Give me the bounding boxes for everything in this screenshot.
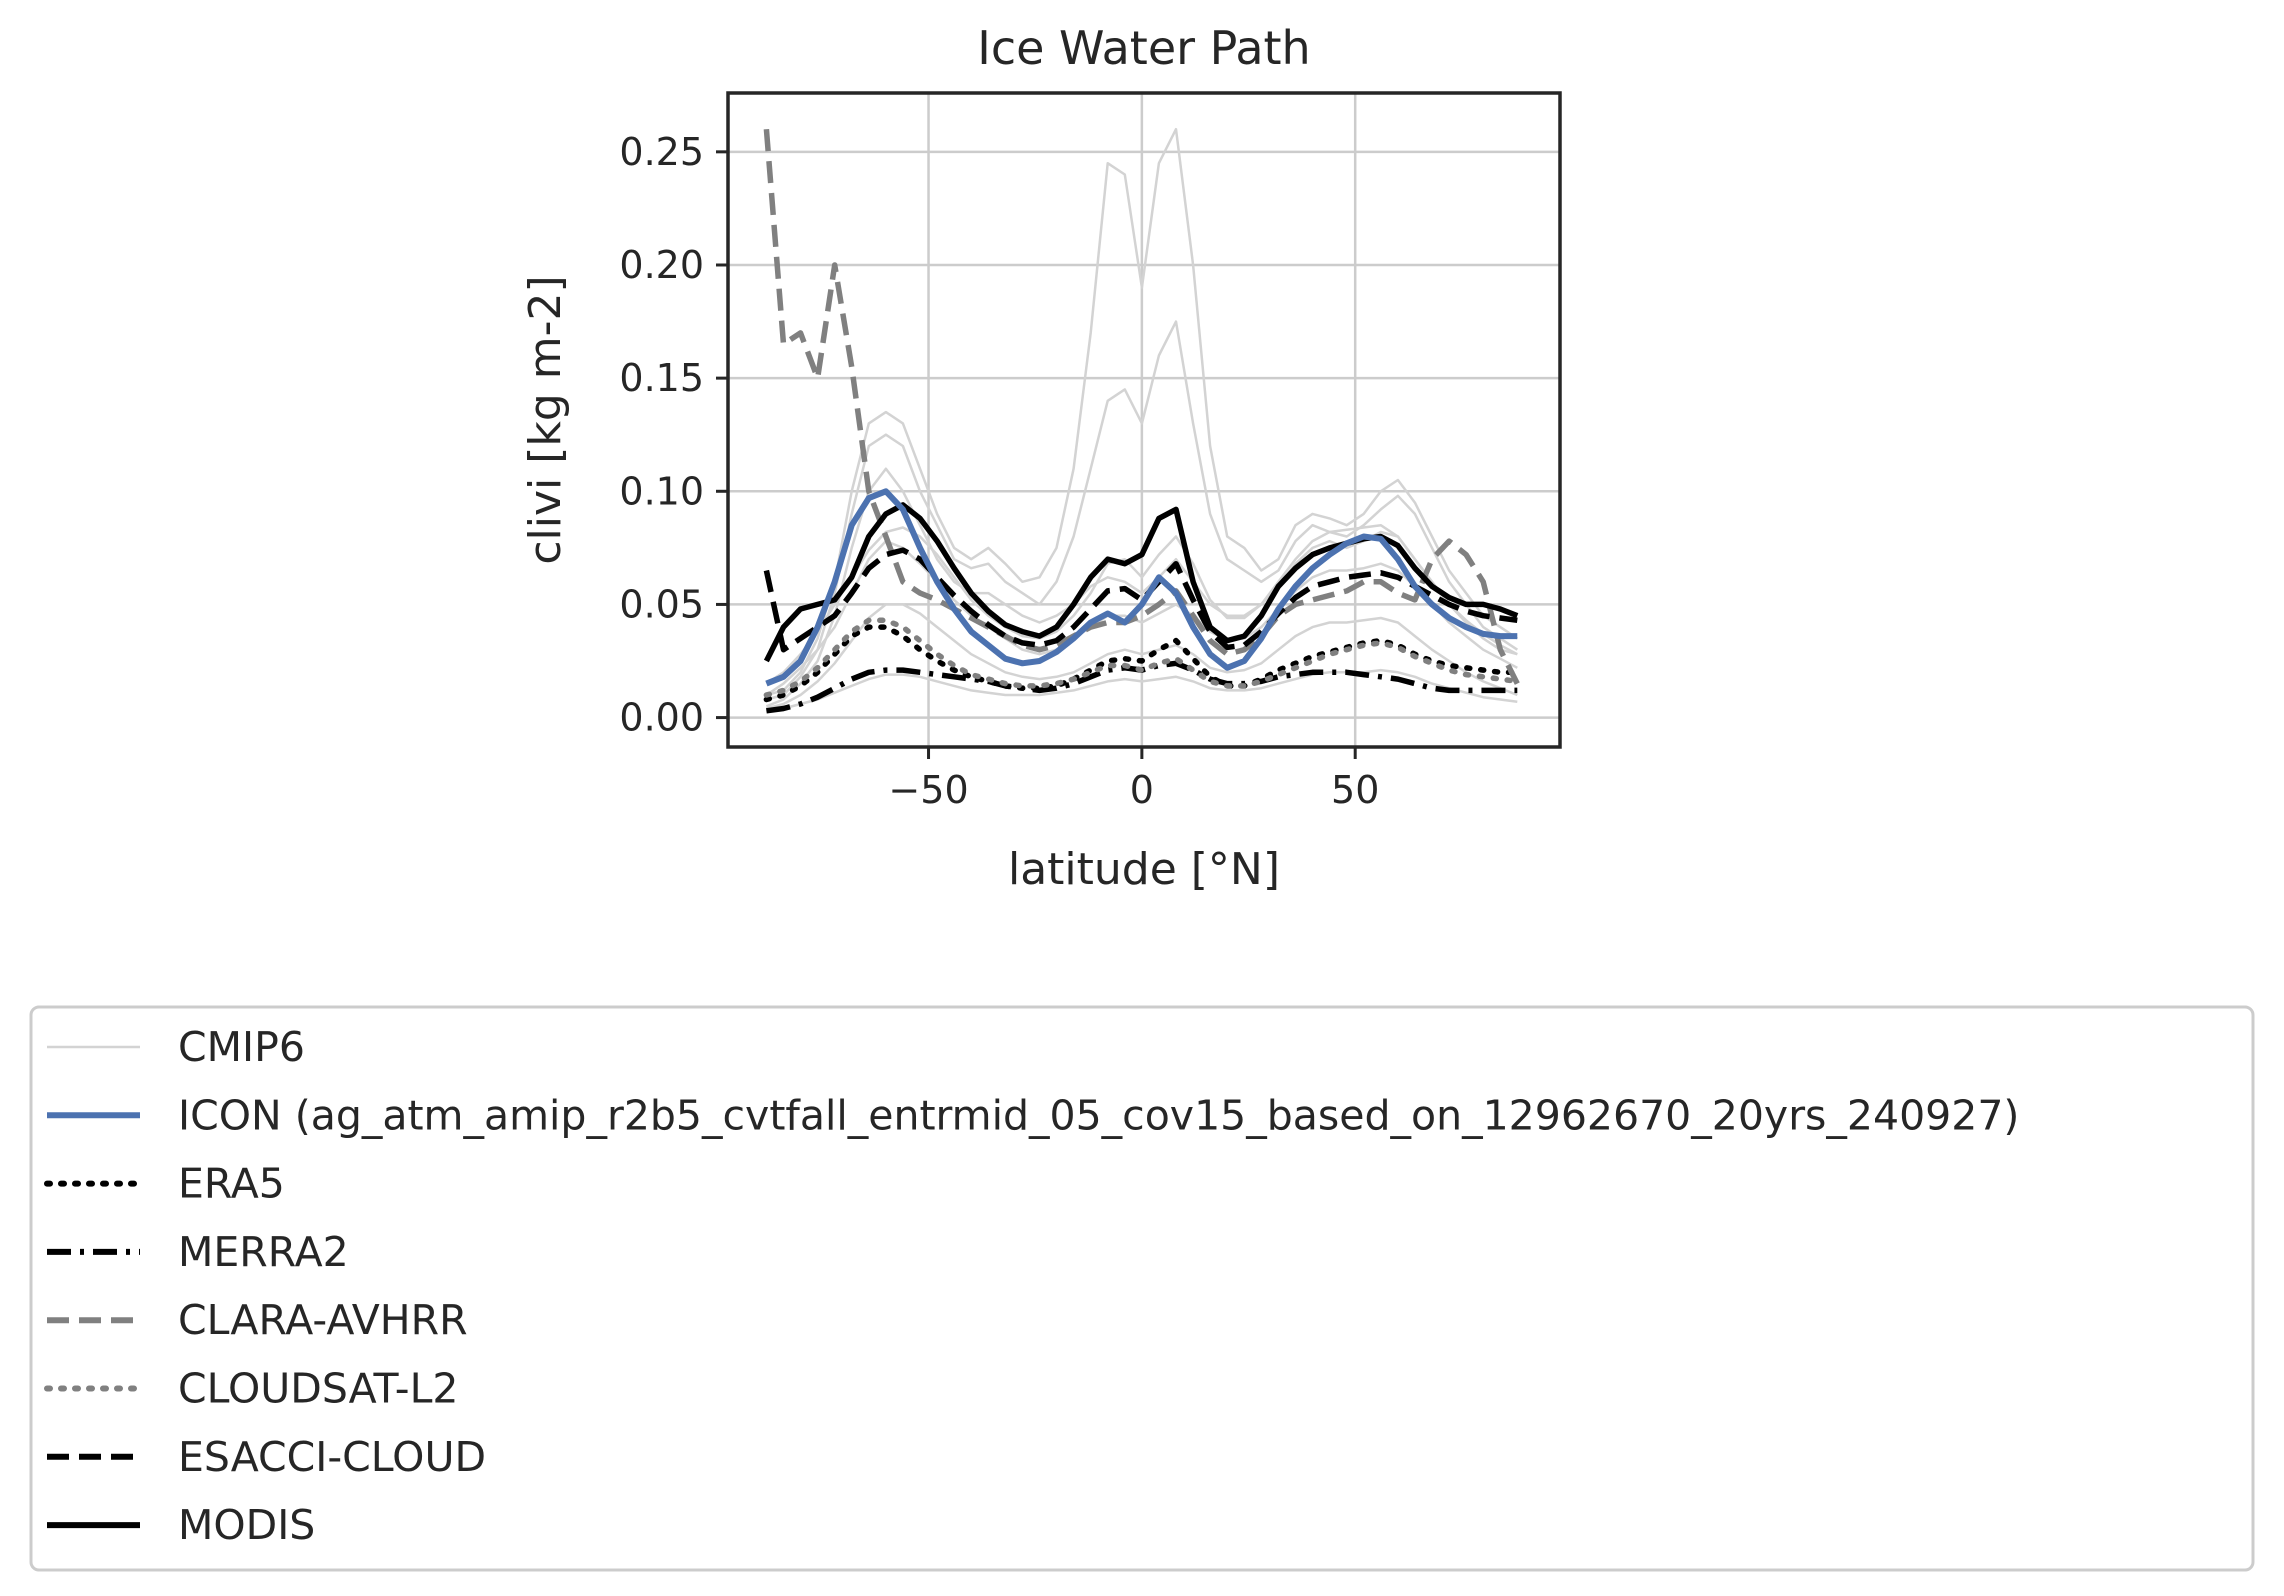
series-line-icon (765, 488, 1518, 687)
x-axis-title: latitude [°N] (1008, 844, 1280, 895)
plot-frame (726, 91, 1562, 749)
legend-label: ESACCI-CLOUD (178, 1433, 486, 1481)
series-line-cloudsat-l2 (763, 617, 1521, 698)
y-tick-label: 0.25 (619, 130, 704, 174)
y-tick-label: 0.10 (619, 469, 704, 513)
legend-label: MODIS (178, 1501, 315, 1549)
y-tick-label: 0.15 (619, 356, 704, 400)
cmip6-line (765, 539, 1518, 697)
cmip6-line (766, 603, 1518, 710)
legend-label: MERRA2 (178, 1228, 349, 1276)
observation-and-model-lines (763, 128, 1521, 714)
y-tick-label: 0.00 (619, 696, 704, 740)
y-tick-label: 0.20 (619, 243, 704, 287)
legend-label: ERA5 (178, 1160, 285, 1208)
cmip6-line (766, 127, 1518, 697)
cmip6-line (766, 668, 1518, 713)
legend-label: CMIP6 (178, 1023, 305, 1071)
series-line-modis (763, 502, 1519, 663)
legend-label: CLARA-AVHRR (178, 1296, 468, 1344)
legend-frame (29, 1005, 2255, 1572)
x-axis-ticks: −50 0 50 (888, 747, 1379, 812)
cmip6-lines (765, 127, 1518, 713)
legend-label: CLOUDSAT-L2 (178, 1365, 459, 1413)
legend-entries: CMIP6 ICON (ag_atm_amip_r2b5_cvtfall_entr… (44, 1023, 2019, 1549)
cmip6-line (765, 467, 1518, 708)
cmip6-line (765, 523, 1518, 685)
cmip6-line (766, 320, 1518, 701)
y-axis-ticks: 0.00 0.05 0.10 0.15 0.20 0.25 (619, 130, 728, 740)
chart-title: Ice Water Path (977, 21, 1310, 75)
x-tick-label: 0 (1130, 768, 1154, 812)
legend: CMIP6 ICON (ag_atm_amip_r2b5_cvtfall_entr… (29, 1005, 2255, 1572)
x-tick-label: 50 (1331, 768, 1379, 812)
series-line-esacci-cloud (763, 547, 1518, 653)
y-axis-title: clivi [kg m-2] (520, 275, 571, 564)
y-tick-label: 0.05 (619, 582, 704, 626)
legend-label: ICON (ag_atm_amip_r2b5_cvtfall_entrmid_0… (178, 1091, 2019, 1139)
x-tick-label: −50 (888, 768, 968, 812)
